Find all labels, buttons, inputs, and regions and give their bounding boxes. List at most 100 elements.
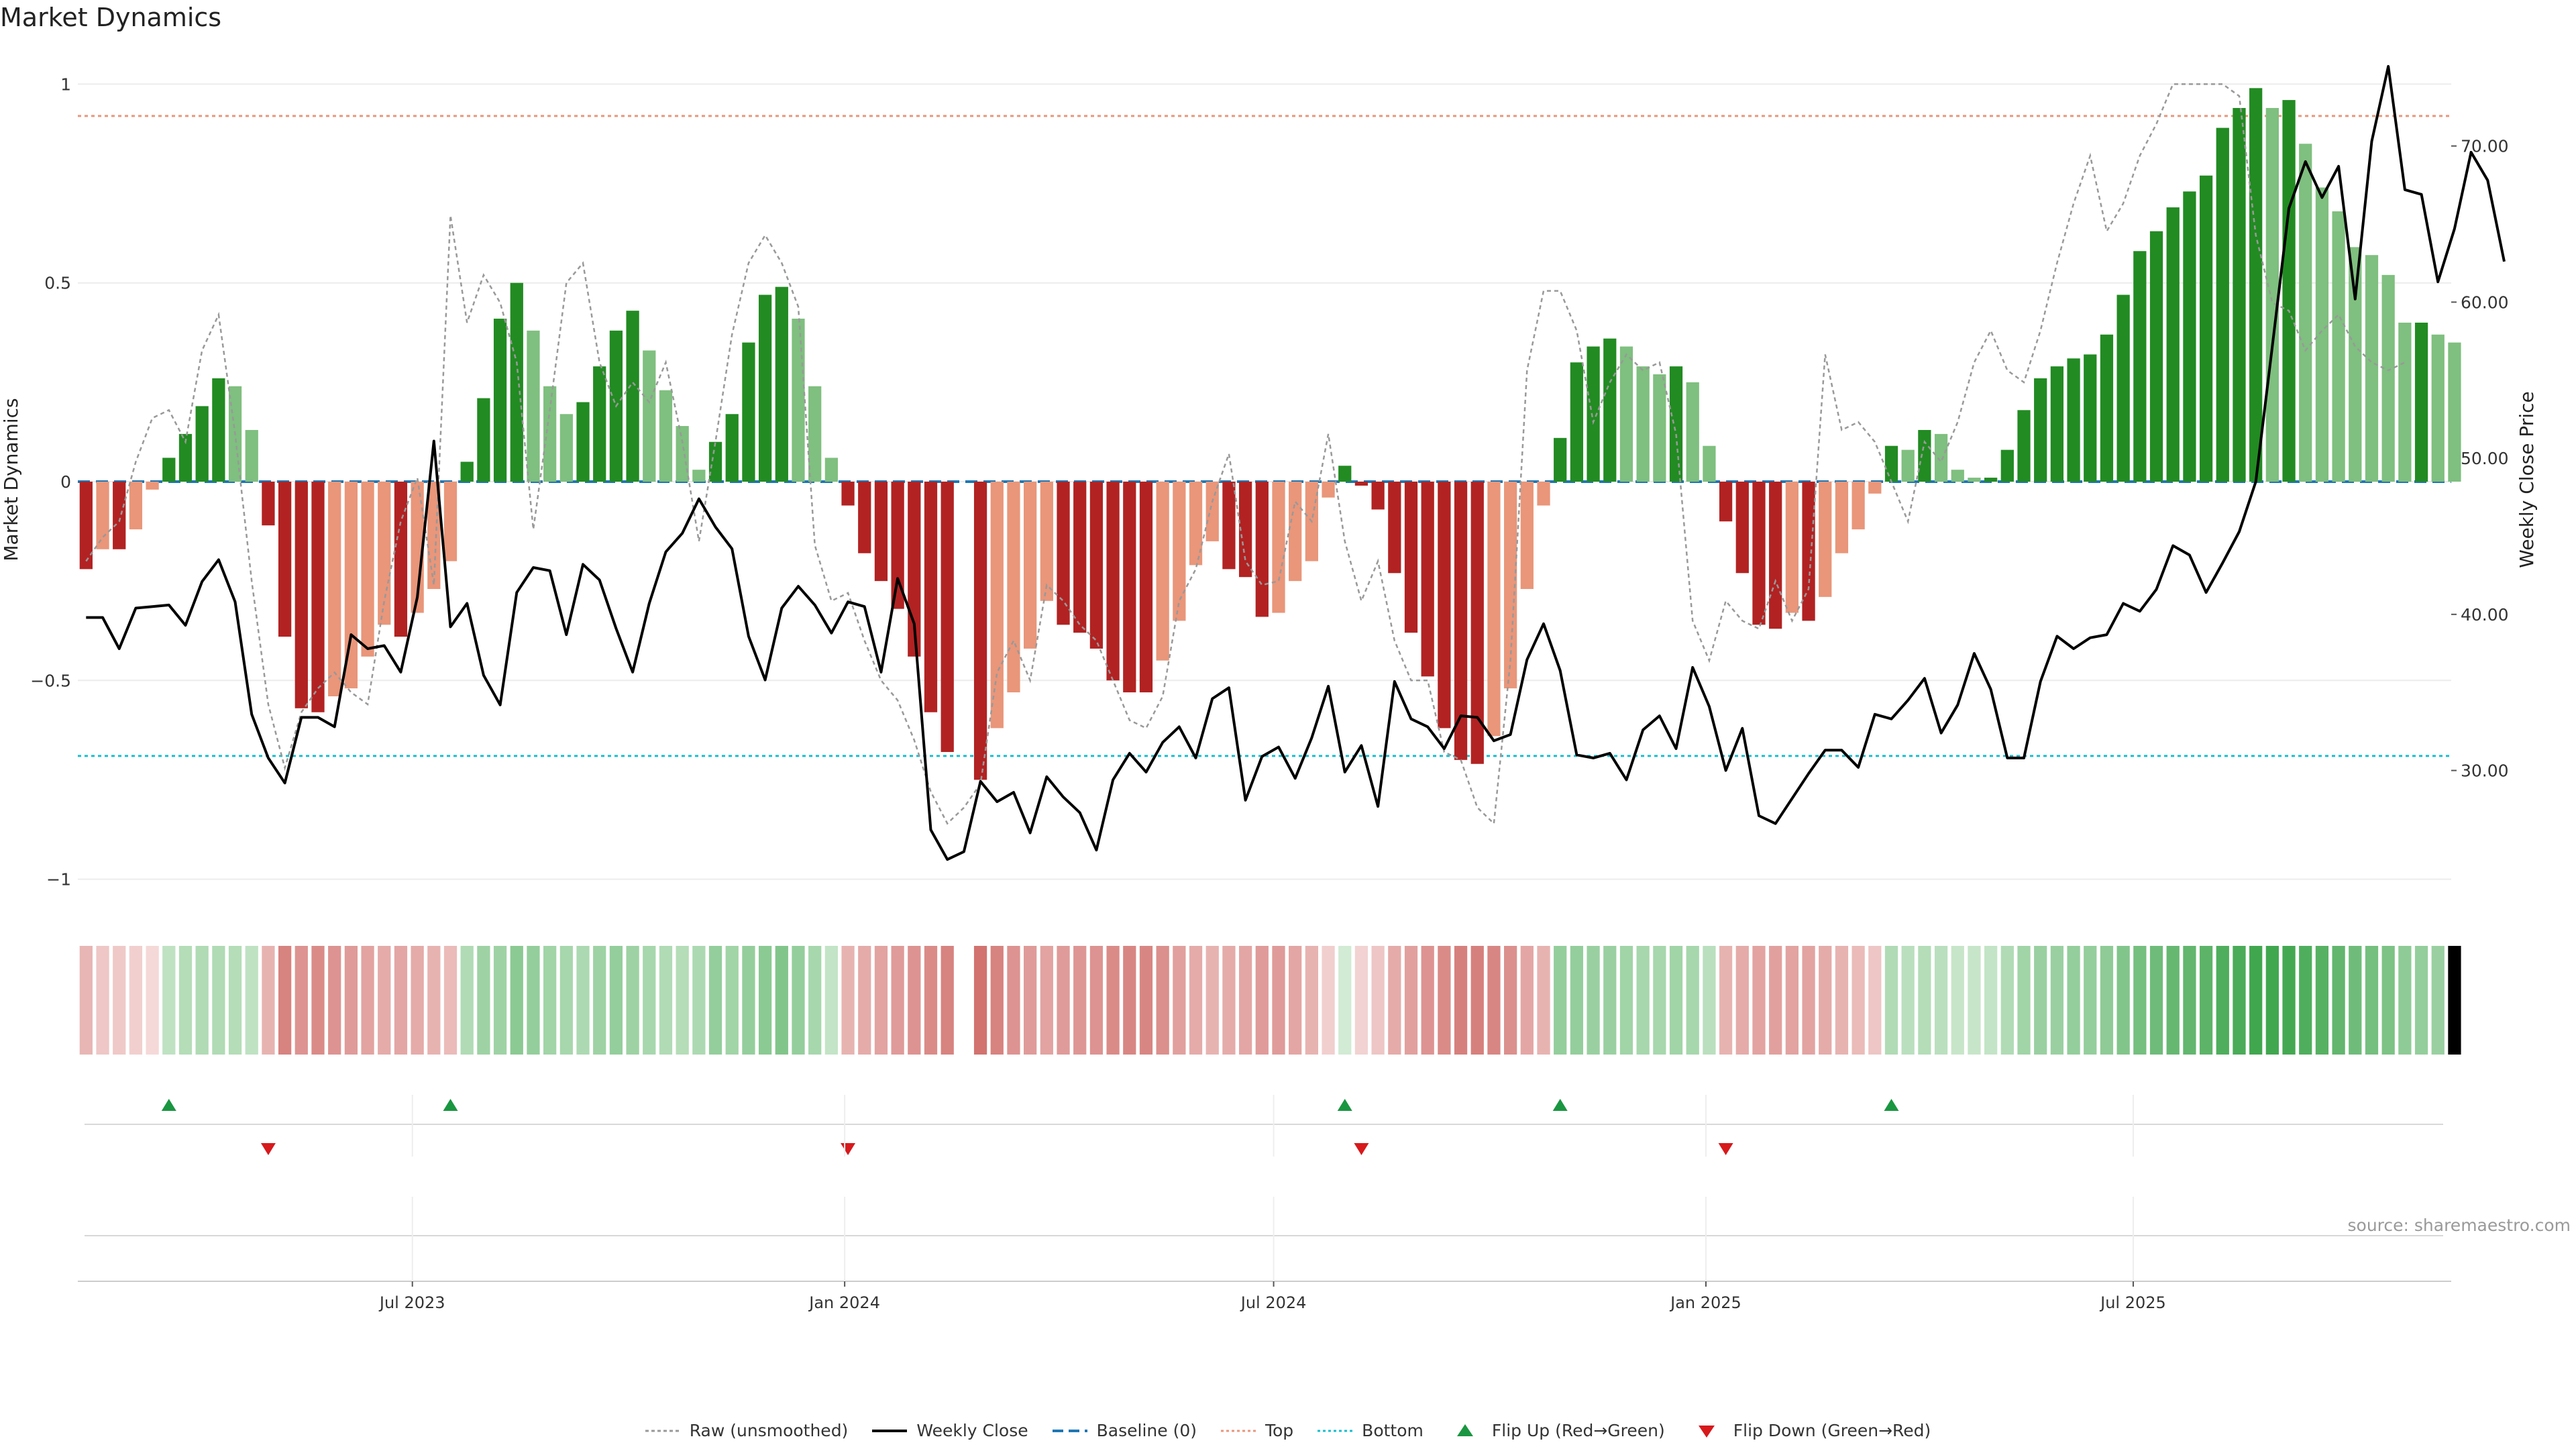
dynamics-bar — [725, 414, 739, 482]
band-cell — [792, 946, 805, 1055]
y-tick-label: 0.5 — [44, 274, 71, 293]
dynamics-bar — [1338, 466, 1352, 482]
dynamics-bar — [1106, 482, 1120, 681]
dynamics-bar — [2249, 88, 2263, 482]
dynamics-bar — [2116, 294, 2130, 482]
dynamics-bar — [394, 482, 408, 637]
dynamics-bar — [1735, 482, 1749, 574]
legend-top-label: Top — [1265, 1421, 1294, 1440]
dynamics-bar — [1470, 482, 1484, 764]
band-cell — [493, 946, 507, 1055]
band-cell — [1255, 946, 1269, 1055]
band-cell — [2034, 946, 2047, 1055]
band-cell — [1587, 946, 1600, 1055]
band-cell — [1404, 946, 1418, 1055]
band-cell — [278, 946, 292, 1055]
band-cell — [1504, 946, 1517, 1055]
band-cell — [758, 946, 772, 1055]
band-cell — [311, 946, 325, 1055]
band-cell — [1703, 946, 1716, 1055]
band-cell — [1802, 946, 1815, 1055]
dynamics-bar — [891, 482, 904, 609]
dynamics-bar — [1653, 374, 1666, 482]
band-cell — [427, 946, 441, 1055]
legend-bottom-swatch — [1318, 1430, 1353, 1432]
band-cell — [692, 946, 706, 1055]
dynamics-bar — [593, 366, 606, 482]
dynamics-bar — [1951, 470, 1964, 482]
band-cell — [1470, 946, 1484, 1055]
band-cell — [1106, 946, 1120, 1055]
band-cell — [1487, 946, 1501, 1055]
legend-flip-down: Flip Down (Green→Red) — [1689, 1421, 1931, 1440]
band-cell — [1057, 946, 1070, 1055]
band-cell — [361, 946, 374, 1055]
dynamics-bar — [1901, 449, 1915, 482]
band-cell — [262, 946, 275, 1055]
strength-band — [79, 946, 2461, 1055]
dynamics-bar — [1189, 482, 1203, 566]
band-cell — [1520, 946, 1534, 1055]
dynamics-bar — [659, 390, 673, 482]
flip-down-marker — [260, 1143, 276, 1155]
flip-markers — [161, 1099, 1899, 1155]
dynamics-bar — [1139, 482, 1153, 693]
y-tick-label: 0 — [60, 472, 71, 492]
dynamics-bar — [443, 482, 458, 561]
raw-line — [85, 83, 2406, 826]
band-cell — [195, 946, 209, 1055]
legend-close-label: Weekly Close — [916, 1421, 1028, 1440]
legend-raw: Raw (unsmoothed) — [645, 1421, 848, 1440]
dynamics-bar — [742, 342, 755, 482]
legend-baseline: Baseline (0) — [1052, 1421, 1197, 1440]
band-cell — [1156, 946, 1169, 1055]
band-cell — [593, 946, 606, 1055]
band-cell — [527, 946, 540, 1055]
flip-up-marker — [1552, 1099, 1568, 1111]
dynamics-bar — [1371, 482, 1385, 510]
legend-flip-up-label: Flip Up (Red→Green) — [1491, 1421, 1665, 1440]
dynamics-bar — [2265, 107, 2279, 482]
legend-baseline-swatch — [1052, 1429, 1087, 1432]
dynamics-bar — [1322, 482, 1335, 498]
band-cell — [1354, 946, 1368, 1055]
y2-tick-label: 70.00 — [2461, 137, 2509, 156]
band-cell — [2050, 946, 2064, 1055]
chart-title: Market Dynamics — [0, 3, 222, 32]
band-cell — [1769, 946, 1782, 1055]
dynamics-bar — [1024, 482, 1037, 649]
band-cell — [1454, 946, 1468, 1055]
band-cell — [824, 946, 838, 1055]
band-cell — [609, 946, 623, 1055]
band-cell — [676, 946, 689, 1055]
dynamics-bar — [129, 482, 143, 530]
dynamics-bar — [195, 406, 209, 482]
dynamics-bar — [113, 482, 126, 549]
band-cell — [328, 946, 341, 1055]
band-cell — [2084, 946, 2097, 1055]
band-cell — [162, 946, 176, 1055]
dynamics-bar — [841, 482, 855, 506]
dynamics-bar — [1272, 482, 1285, 613]
band-cell — [2233, 946, 2246, 1055]
dynamics-bar — [2017, 410, 2031, 482]
dynamics-bar — [1537, 482, 1550, 506]
dynamics-bar — [2067, 358, 2080, 482]
band-cell — [1222, 946, 1236, 1055]
y-tick-label: 1 — [60, 74, 71, 94]
dynamics-bar — [1404, 482, 1418, 633]
band-cell — [79, 946, 93, 1055]
flip-up-icon — [1456, 1424, 1473, 1436]
band-cell — [1173, 946, 1186, 1055]
dynamics-bar — [1984, 478, 1998, 482]
flip-down-marker — [1354, 1143, 1369, 1155]
legend: Raw (unsmoothed) Weekly Close Baseline (… — [0, 1421, 2576, 1440]
band-cell — [973, 946, 987, 1055]
dynamics-bar — [1089, 482, 1104, 649]
band-cell — [891, 946, 904, 1055]
dynamics-bar — [162, 458, 176, 482]
dynamics-bar — [96, 482, 109, 549]
band-cell — [908, 946, 921, 1055]
dynamics-bar — [1289, 482, 1302, 582]
band-cell — [2067, 946, 2080, 1055]
